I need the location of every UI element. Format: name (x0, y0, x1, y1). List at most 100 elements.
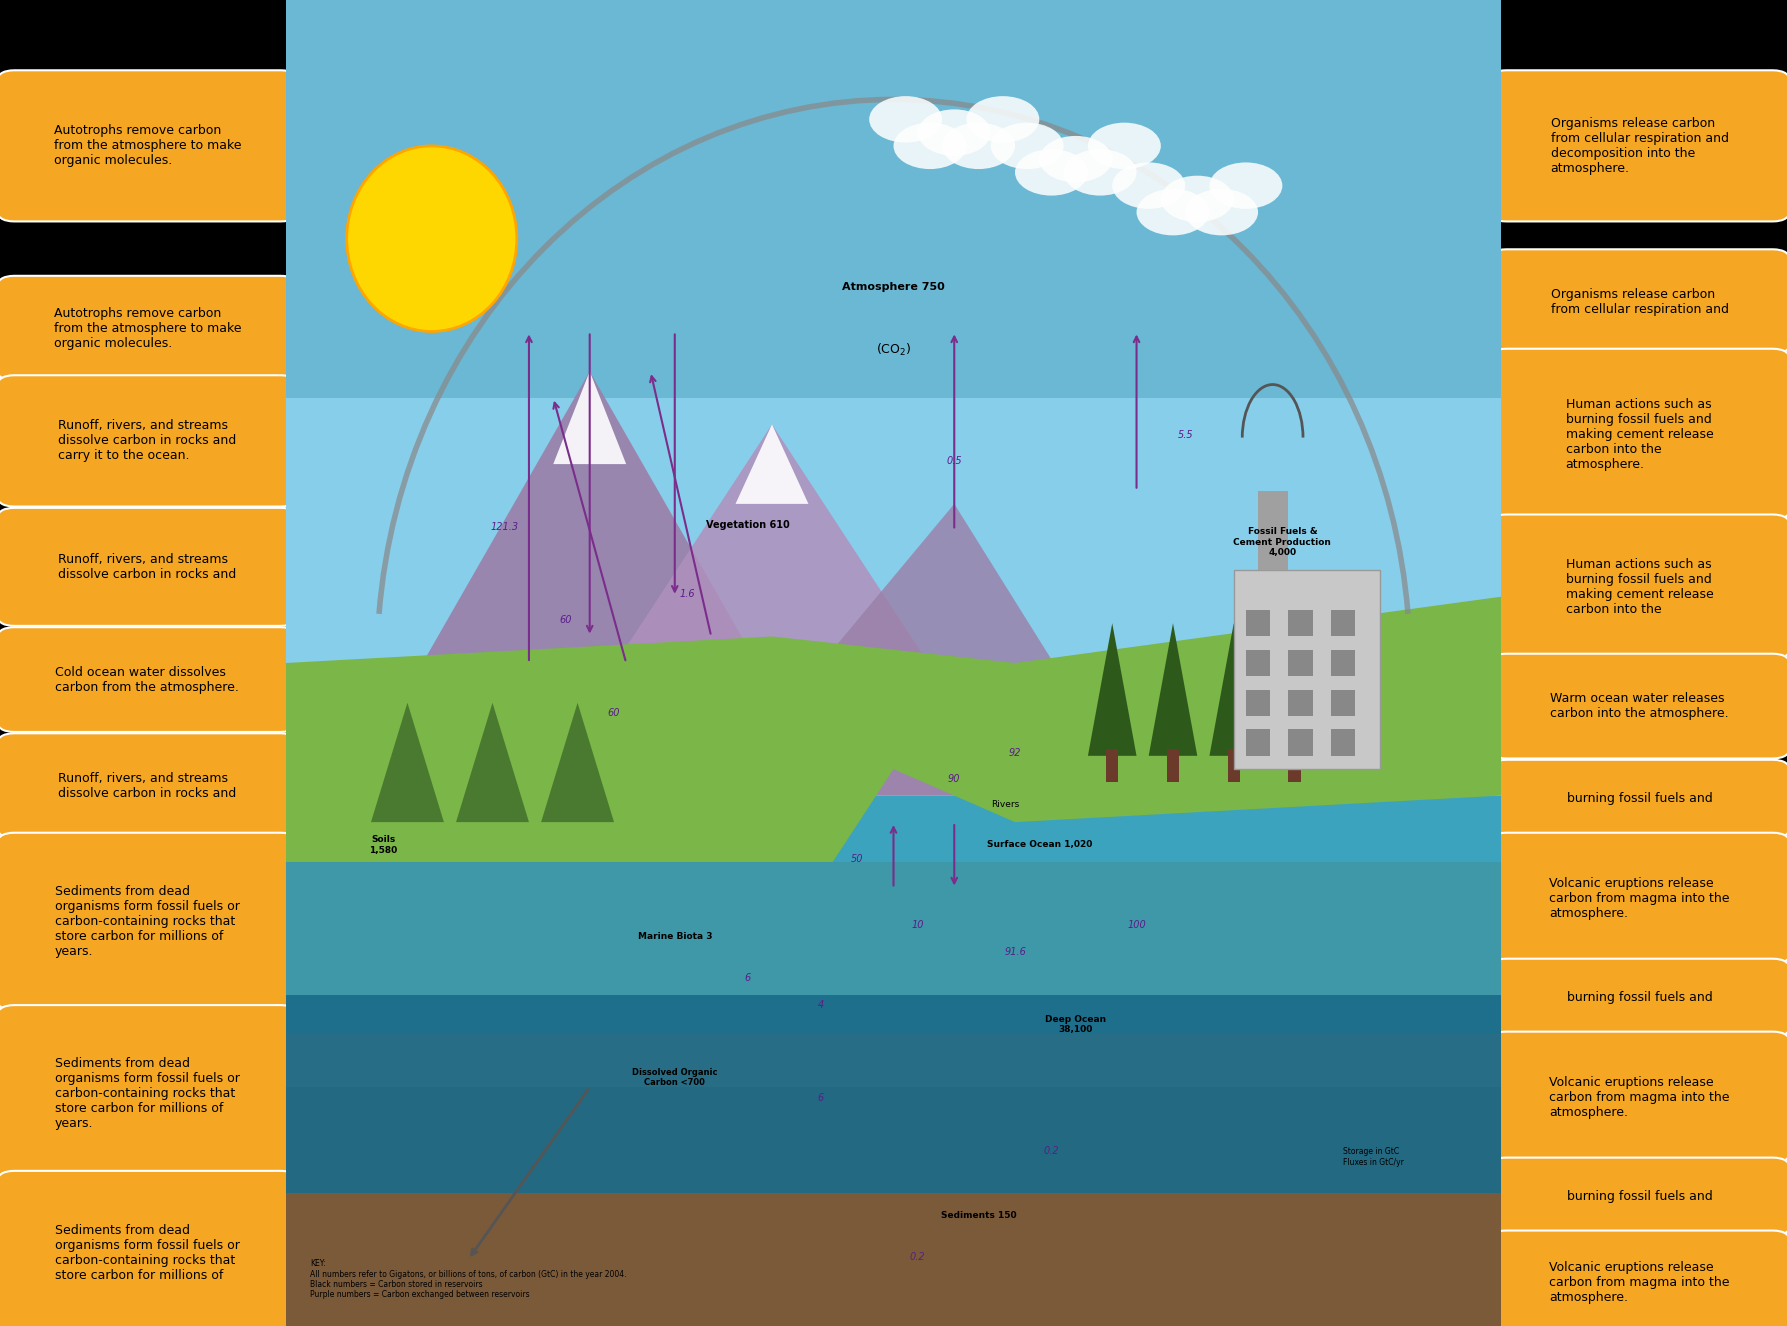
Polygon shape (1088, 623, 1137, 756)
Text: 90: 90 (949, 774, 960, 785)
Bar (286, 0, 1501, 398)
Ellipse shape (1137, 190, 1210, 236)
Text: Fossil Fuels &
Cement Production
4,000: Fossil Fuels & Cement Production 4,000 (1233, 528, 1331, 557)
FancyBboxPatch shape (1489, 654, 1787, 758)
FancyBboxPatch shape (318, 1052, 656, 1223)
FancyBboxPatch shape (0, 375, 298, 507)
Bar (1106, 749, 1119, 782)
Text: 50: 50 (851, 854, 863, 865)
Text: Cold ocean water dissolves
carbon from the atmosphere.: Cold ocean water dissolves carbon from t… (55, 666, 239, 693)
FancyBboxPatch shape (1489, 70, 1787, 221)
Text: burning fossil fuels and: burning fossil fuels and (1567, 992, 1712, 1004)
Ellipse shape (919, 109, 990, 155)
FancyBboxPatch shape (1489, 1231, 1787, 1326)
Text: 1.6: 1.6 (679, 589, 695, 599)
Ellipse shape (1063, 150, 1137, 195)
Text: Volcanic eruptions release
carbon from magma into the
atmosphere.: Volcanic eruptions release carbon from m… (1549, 1075, 1730, 1119)
FancyBboxPatch shape (0, 70, 298, 221)
Polygon shape (286, 796, 1501, 1034)
Text: 0.2: 0.2 (910, 1252, 926, 1262)
FancyBboxPatch shape (622, 0, 1165, 95)
Text: Deep Ocean
38,100: Deep Ocean 38,100 (1045, 1014, 1106, 1034)
Bar (1246, 729, 1271, 756)
Text: Volcanic eruptions release
carbon from magma into the
atmosphere.: Volcanic eruptions release carbon from m… (1549, 1261, 1730, 1305)
Text: Organisms release carbon
from cellular respiration and
decomposition into the
at: Organisms release carbon from cellular r… (1551, 117, 1728, 175)
Polygon shape (1149, 623, 1197, 756)
Text: Human actions such as
burning fossil fuels and
making cement release
carbon into: Human actions such as burning fossil fue… (1565, 558, 1714, 615)
Bar (1331, 610, 1355, 636)
Polygon shape (456, 703, 529, 822)
Text: 4: 4 (817, 1000, 824, 1010)
Bar (1331, 690, 1355, 716)
Text: 0.5: 0.5 (947, 456, 961, 467)
Polygon shape (711, 504, 1137, 796)
Text: The atmosphere stores carbon as carbon dioxide.: The atmosphere stores carbon as carbon d… (704, 38, 1083, 54)
Bar (286, 0, 1501, 862)
FancyBboxPatch shape (0, 1171, 298, 1326)
Ellipse shape (1015, 150, 1088, 195)
Text: 60: 60 (559, 615, 572, 626)
Text: Surface Ocean 1,020: Surface Ocean 1,020 (986, 839, 1092, 849)
Ellipse shape (942, 123, 1015, 170)
Text: Sediments from dead
organisms form fossil fuels or
carbon-containing rocks that
: Sediments from dead organisms form fossi… (55, 1224, 239, 1282)
Text: Human actions such as
burning fossil fuels and
making cement release
carbon into: Human actions such as burning fossil fue… (1565, 398, 1714, 471)
Text: Autotrophs remove carbon
from the atmosphere to make
organic molecules.: Autotrophs remove carbon from the atmosp… (54, 125, 241, 167)
Bar (1228, 749, 1240, 782)
FancyBboxPatch shape (0, 276, 298, 381)
Ellipse shape (967, 97, 1040, 143)
Text: 0.2: 0.2 (1044, 1146, 1060, 1156)
FancyBboxPatch shape (1489, 1032, 1787, 1163)
Bar (1246, 650, 1271, 676)
Text: Atmosphere 750: Atmosphere 750 (842, 281, 945, 292)
Text: Volcanic eruptions release
carbon from magma into the
atmosphere.: Volcanic eruptions release carbon from m… (1549, 876, 1730, 920)
Ellipse shape (1162, 176, 1233, 221)
Polygon shape (529, 424, 1015, 796)
Text: Subduction pulls rocks
containing carbon down into
the magma.: Subduction pulls rocks containing carbon… (382, 1113, 591, 1162)
Text: Sediments from dead
organisms form fossil fuels or
carbon-containing rocks that
: Sediments from dead organisms form fossi… (55, 884, 239, 959)
Text: 91.6: 91.6 (1004, 947, 1026, 957)
Text: 60: 60 (608, 708, 620, 719)
Bar (1331, 729, 1355, 756)
Text: Sediments from dead
organisms form fossil fuels or
carbon-containing rocks that
: Sediments from dead organisms form fossi… (55, 1057, 239, 1131)
Ellipse shape (1112, 163, 1185, 210)
Text: Runoff, rivers, and streams
dissolve carbon in rocks and
carry it to the ocean.: Runoff, rivers, and streams dissolve car… (59, 419, 236, 463)
Polygon shape (554, 371, 625, 464)
Bar (1246, 690, 1271, 716)
Bar (1288, 610, 1313, 636)
Bar (1258, 491, 1288, 570)
Text: Soils
1,580: Soils 1,580 (368, 835, 397, 855)
Circle shape (347, 146, 516, 332)
Polygon shape (347, 371, 833, 796)
Text: Runoff, rivers, and streams
dissolve carbon in rocks and: Runoff, rivers, and streams dissolve car… (59, 772, 236, 800)
Text: Marine Biota 3: Marine Biota 3 (638, 932, 711, 941)
Ellipse shape (1040, 137, 1112, 182)
Text: KEY:
All numbers refer to Gigatons, or billions of tons, of carbon (GtC) in the : KEY: All numbers refer to Gigatons, or b… (311, 1260, 627, 1299)
Text: Storage in GtC
Fluxes in GtC/yr: Storage in GtC Fluxes in GtC/yr (1344, 1147, 1405, 1167)
Bar (286, 1061, 1501, 1326)
Polygon shape (541, 703, 615, 822)
FancyBboxPatch shape (0, 1005, 298, 1183)
Bar (1288, 749, 1301, 782)
Text: 121.3: 121.3 (491, 522, 518, 533)
Text: Dissolved Organic
Carbon <700: Dissolved Organic Carbon <700 (633, 1067, 718, 1087)
Ellipse shape (990, 123, 1063, 170)
FancyBboxPatch shape (1489, 249, 1787, 354)
Bar (1288, 650, 1313, 676)
Polygon shape (736, 424, 808, 504)
Ellipse shape (894, 123, 967, 170)
FancyBboxPatch shape (1489, 349, 1787, 520)
Polygon shape (1210, 623, 1258, 756)
Polygon shape (286, 597, 1501, 862)
Text: 100: 100 (1128, 920, 1145, 931)
Text: Rivers: Rivers (990, 800, 1019, 809)
FancyBboxPatch shape (0, 627, 298, 732)
FancyBboxPatch shape (1489, 1158, 1787, 1236)
FancyBboxPatch shape (0, 508, 298, 626)
Polygon shape (286, 994, 1501, 1193)
Text: Autotrophs remove carbon
from the atmosphere to make
organic molecules.: Autotrophs remove carbon from the atmosp… (54, 306, 241, 350)
FancyBboxPatch shape (1489, 514, 1787, 659)
Bar (1331, 650, 1355, 676)
Text: Organisms release carbon
from cellular respiration and: Organisms release carbon from cellular r… (1551, 288, 1728, 316)
Text: 5.5: 5.5 (1178, 430, 1194, 440)
FancyBboxPatch shape (0, 733, 298, 838)
